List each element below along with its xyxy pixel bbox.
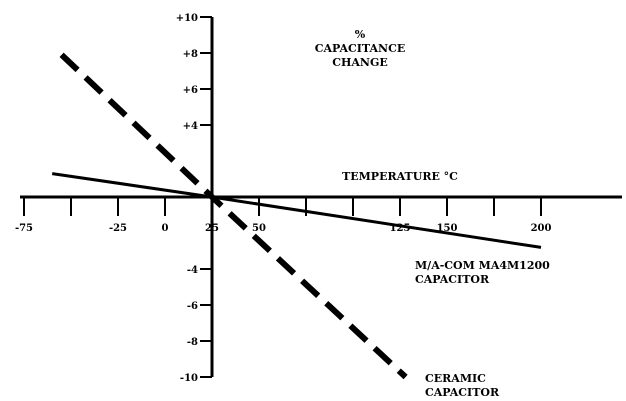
y-tick-label: +8 — [183, 49, 198, 60]
y-tick-label: -10 — [180, 373, 198, 384]
y-tick-label: -4 — [187, 265, 198, 276]
axes — [20, 17, 622, 377]
y-axis-title-line-1: % — [355, 28, 366, 41]
y-tick-label: +6 — [183, 85, 198, 96]
tick-labels: -75 -25 0 25 50 125 150 200 +10 +8 +6 +4 -4 -6 -8 -10 — [15, 13, 552, 384]
y-tick-label: -6 — [187, 301, 198, 312]
x-tick-label: -75 — [15, 223, 33, 234]
y-tick-label: +10 — [176, 13, 198, 24]
series-lines — [51, 52, 542, 380]
x-tick-label: 25 — [205, 223, 219, 234]
x-tick-label: 125 — [390, 223, 411, 234]
series-line-mamcom — [51, 172, 542, 249]
y-tick-label: -8 — [187, 337, 198, 348]
y-axis-title-line-3: CHANGE — [332, 56, 388, 69]
series-label-mamcom-line-2: CAPACITOR — [415, 273, 490, 286]
series-label-ceramic-line-1: CERAMIC — [425, 372, 486, 385]
x-tick-label: 150 — [437, 223, 458, 234]
x-axis-title: TEMPERATURE °C — [342, 170, 458, 183]
series-label-mamcom-line-1: M/A-COM MA4M1200 — [415, 259, 550, 272]
y-tick-label: +4 — [183, 121, 198, 132]
x-tick-label: 50 — [252, 223, 266, 234]
series-line-ceramic — [59, 52, 408, 380]
x-tick-label: -25 — [109, 223, 127, 234]
x-tick-label: 0 — [162, 223, 169, 234]
tick-marks — [23, 16, 542, 378]
series-label-ceramic-line-2: CAPACITOR — [425, 386, 500, 399]
x-tick-label: 200 — [531, 223, 552, 234]
y-axis-title-line-2: CAPACITANCE — [315, 42, 406, 55]
